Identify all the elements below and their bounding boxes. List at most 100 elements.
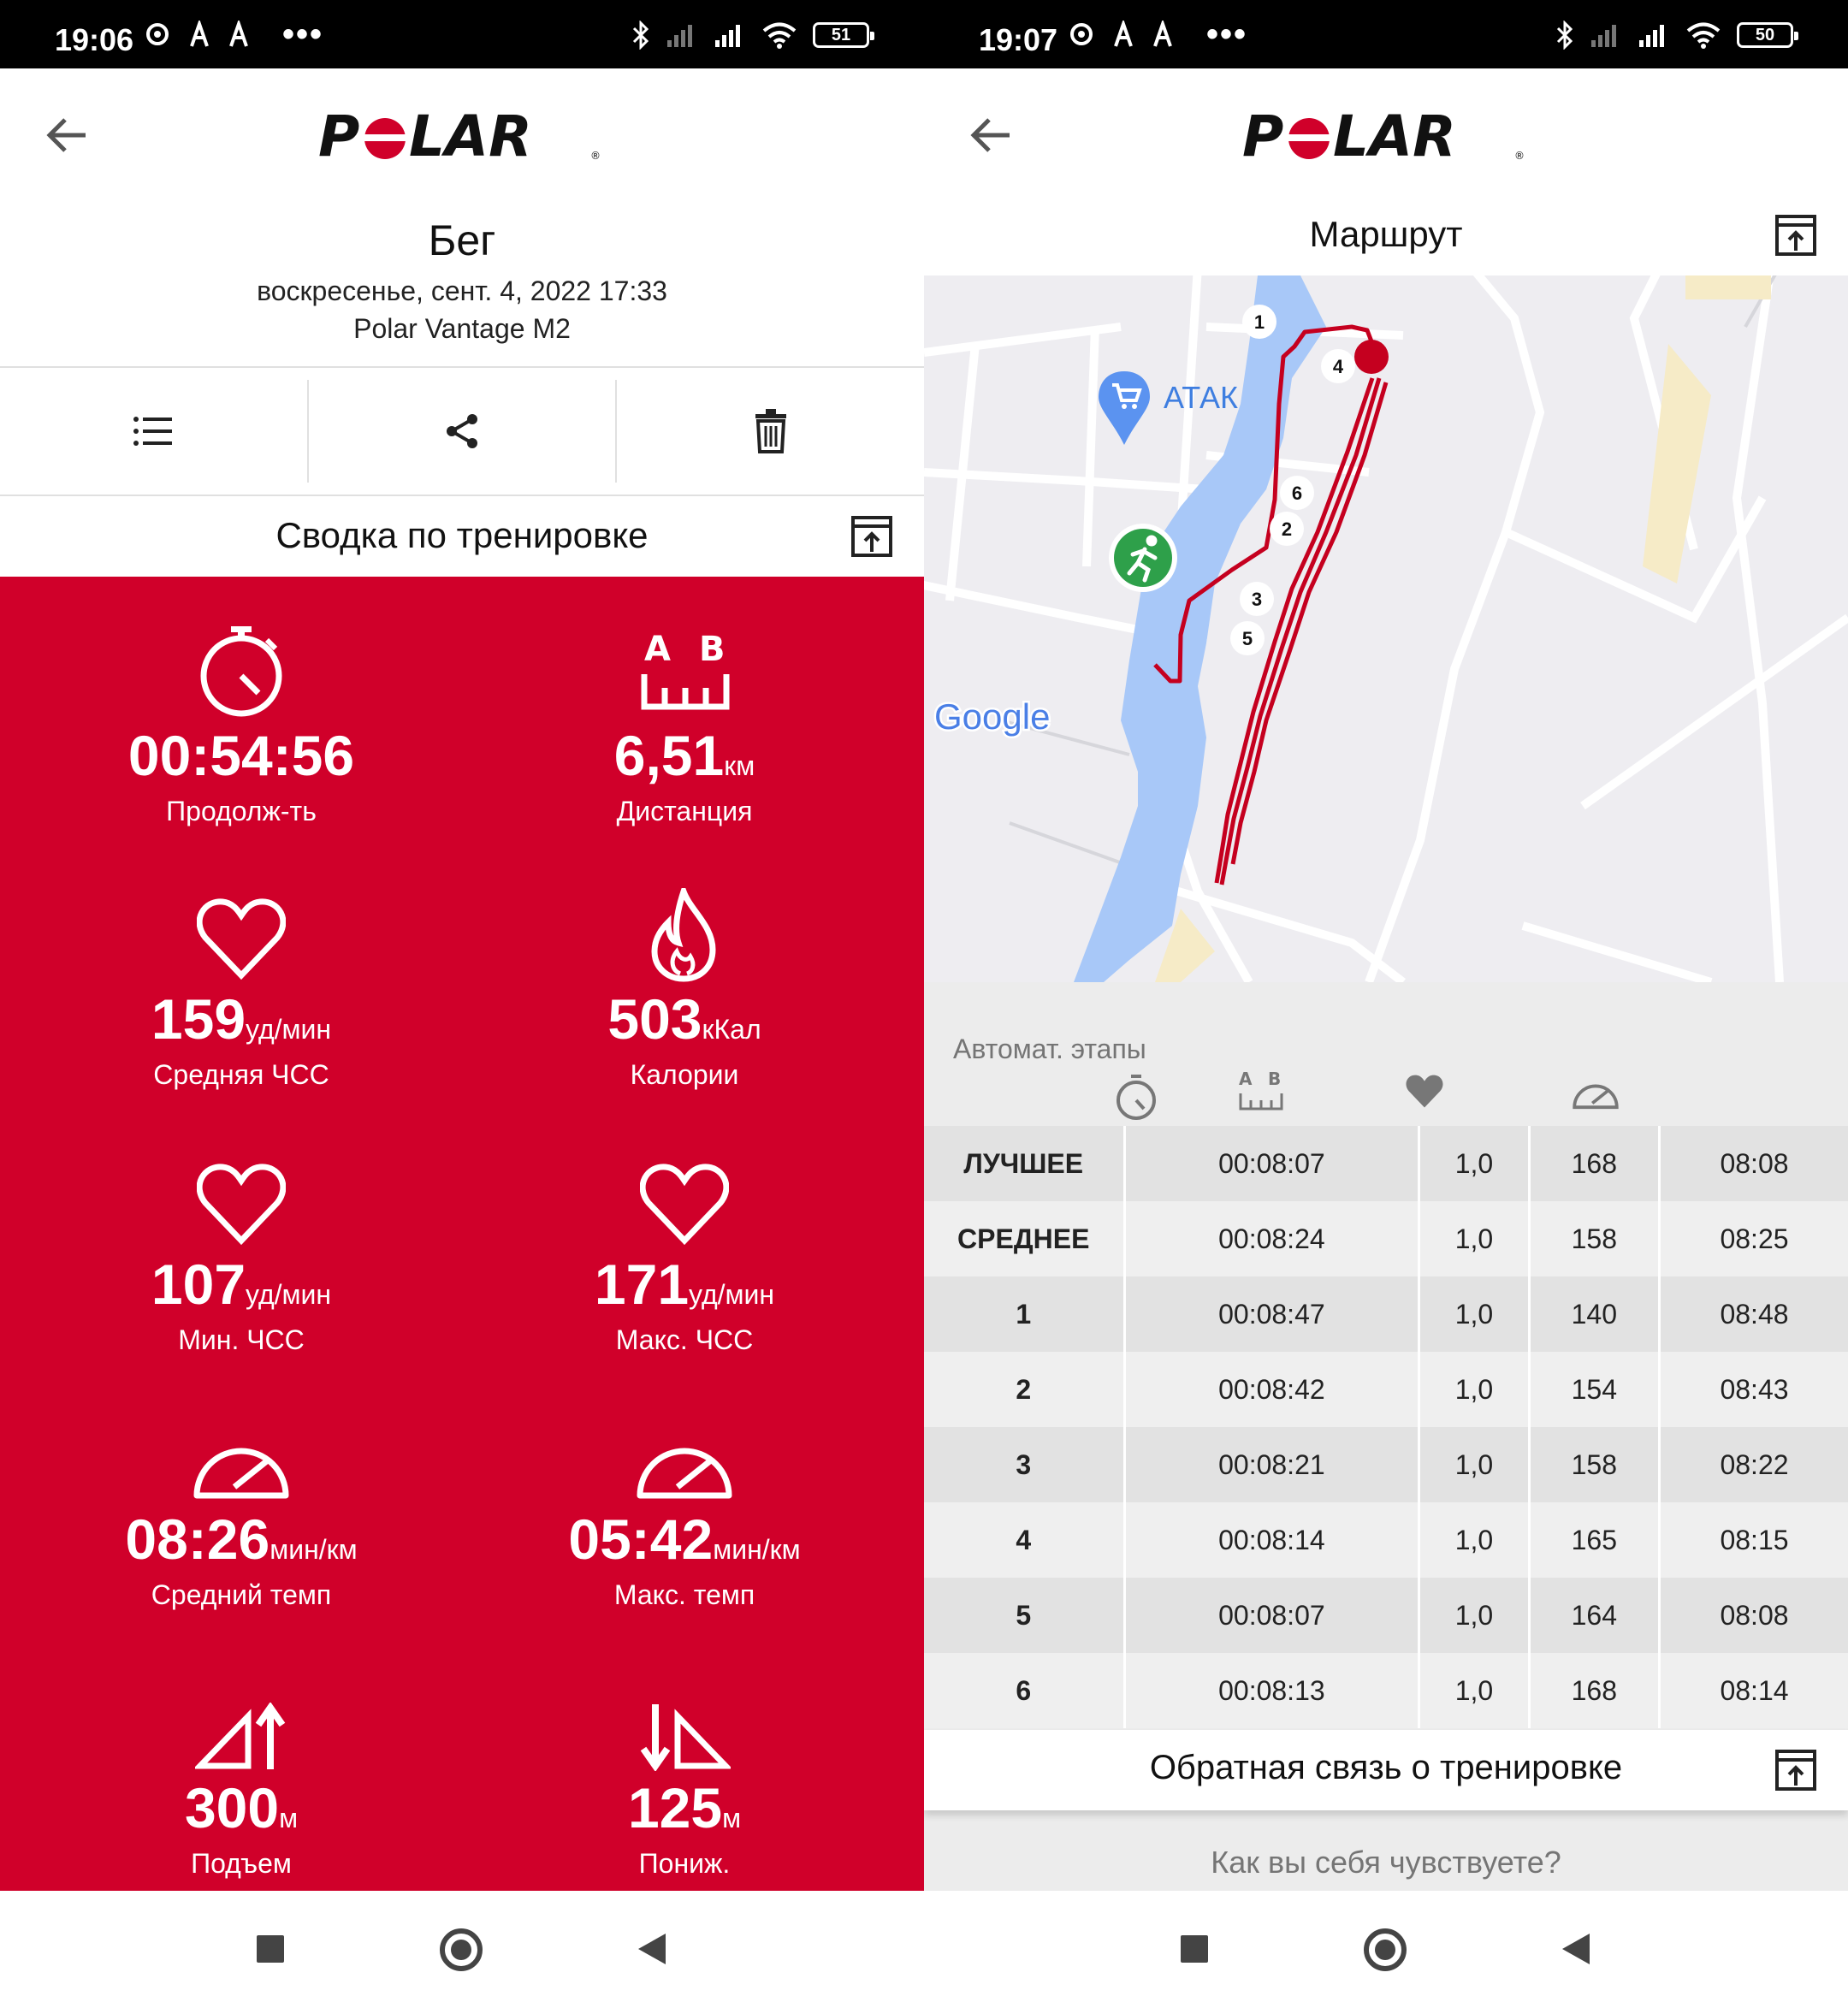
route-map[interactable]: АТАК 1 4 6 2 3 5 Google bbox=[924, 275, 1848, 982]
system-nav-bar bbox=[924, 1891, 1848, 2002]
home-button[interactable] bbox=[440, 1928, 483, 1971]
summary-header: Сводка по тренировке bbox=[0, 498, 924, 577]
svg-text:®: ® bbox=[1514, 150, 1525, 162]
system-back-button[interactable] bbox=[1562, 1934, 1590, 1964]
lap-pace: 08:25 bbox=[1659, 1201, 1848, 1276]
share-icon bbox=[447, 414, 477, 448]
max-hr-unit: уд/мин bbox=[689, 1279, 775, 1310]
recents-button[interactable] bbox=[257, 1935, 284, 1963]
activity-device: Polar Vantage M2 bbox=[353, 313, 571, 344]
back-arrow-icon[interactable] bbox=[967, 111, 1015, 159]
lap-duration: 00:08:47 bbox=[1124, 1276, 1421, 1352]
laps-title: Автомат. этапы bbox=[953, 1034, 1146, 1064]
lap-distance: 1,0 bbox=[1419, 1126, 1531, 1201]
lap-label: 4 bbox=[924, 1502, 1126, 1578]
metric-avg-pace: 08:26мин/км Средний темп bbox=[10, 1430, 472, 1611]
table-row: 1 00:08:47 1,0 140 08:48 bbox=[924, 1276, 1848, 1352]
svg-text:5: 5 bbox=[1242, 628, 1253, 649]
speedometer-icon bbox=[637, 1448, 732, 1499]
sync-icon bbox=[146, 23, 169, 45]
lap-duration: 00:08:42 bbox=[1124, 1352, 1421, 1427]
metric-descent: 125м Пониж. bbox=[453, 1703, 915, 1880]
laps-header-icons: A B bbox=[924, 1061, 1848, 1126]
status-bar: 19:07 ••• 50 bbox=[924, 0, 1848, 68]
home-button[interactable] bbox=[1364, 1928, 1407, 1971]
avg-hr-unit: уд/мин bbox=[246, 1014, 332, 1045]
lap-pace: 08:08 bbox=[1659, 1578, 1848, 1653]
shop-pin-icon bbox=[1099, 371, 1150, 445]
heart-icon bbox=[1406, 1075, 1443, 1108]
lap-pace: 08:48 bbox=[1659, 1276, 1848, 1352]
polar-flow-icon bbox=[229, 21, 248, 47]
avg-pace-value: 08:26 bbox=[125, 1507, 270, 1571]
metric-calories: 503кКал Калории bbox=[453, 888, 915, 1091]
bluetooth-icon bbox=[1556, 21, 1573, 50]
details-list-button[interactable] bbox=[0, 368, 307, 495]
table-row: 4 00:08:14 1,0 165 08:15 bbox=[924, 1502, 1848, 1578]
lap-distance: 1,0 bbox=[1419, 1352, 1531, 1427]
lap-distance: 1,0 bbox=[1419, 1502, 1531, 1578]
back-arrow-icon[interactable] bbox=[43, 111, 91, 159]
descent-icon bbox=[640, 1704, 731, 1771]
distance-value: 6,51 bbox=[613, 724, 725, 787]
lap-duration: 00:08:24 bbox=[1124, 1201, 1421, 1276]
lap-duration: 00:08:13 bbox=[1124, 1653, 1421, 1728]
flame-icon bbox=[651, 888, 716, 982]
system-icons: 50 bbox=[1555, 21, 1798, 50]
runner-icon bbox=[1127, 535, 1158, 583]
min-hr-unit: уд/мин bbox=[246, 1279, 332, 1310]
svg-text:2: 2 bbox=[1282, 518, 1292, 540]
lap-hr: 164 bbox=[1529, 1578, 1661, 1653]
svg-text:4: 4 bbox=[1333, 356, 1344, 377]
polar-logo: P LAR ® bbox=[318, 106, 601, 168]
status-time: 19:06 bbox=[55, 22, 134, 57]
polar-logo: P LAR ® bbox=[1242, 106, 1525, 168]
descent-value: 125 bbox=[627, 1776, 723, 1839]
logo-p: P bbox=[318, 106, 359, 168]
svg-text:A: A bbox=[1239, 1069, 1253, 1089]
share-button[interactable] bbox=[306, 380, 616, 483]
table-row: 2 00:08:42 1,0 154 08:43 bbox=[924, 1352, 1848, 1427]
battery-indicator: 51 bbox=[813, 22, 874, 48]
more-notifications-icon: ••• bbox=[1206, 15, 1248, 53]
lap-hr: 168 bbox=[1529, 1126, 1661, 1201]
stopwatch-icon bbox=[200, 626, 282, 717]
system-back-button[interactable] bbox=[638, 1934, 666, 1964]
table-row: 5 00:08:07 1,0 164 08:08 bbox=[924, 1578, 1848, 1653]
app-bar: P LAR ® bbox=[0, 68, 924, 197]
polar-flow-icon bbox=[1114, 21, 1133, 47]
distance-icon: A B bbox=[1239, 1069, 1283, 1111]
table-row: ЛУЧШЕЕ 00:08:07 1,0 168 08:08 bbox=[924, 1126, 1848, 1201]
table-row: 6 00:08:13 1,0 168 08:14 bbox=[924, 1653, 1848, 1728]
status-bar: 19:06 ••• 51 bbox=[0, 0, 924, 68]
google-logo: Google bbox=[934, 696, 1050, 737]
calories-value: 503 bbox=[607, 987, 702, 1051]
heart-icon bbox=[197, 1164, 286, 1246]
logo-p: P bbox=[1242, 106, 1283, 168]
expand-icon[interactable] bbox=[1774, 1749, 1817, 1792]
calories-unit: кКал bbox=[702, 1014, 761, 1045]
expand-icon[interactable] bbox=[1774, 214, 1817, 257]
recents-button[interactable] bbox=[1181, 1935, 1208, 1963]
expand-icon[interactable] bbox=[850, 515, 893, 558]
signal-icon bbox=[667, 25, 692, 47]
metric-max-pace: 05:42мин/км Макс. темп bbox=[453, 1430, 915, 1611]
activity-datetime: воскресенье, сент. 4, 2022 17:33 bbox=[257, 275, 667, 306]
app-bar: P LAR ® bbox=[924, 68, 1848, 197]
avg-hr-value: 159 bbox=[151, 987, 246, 1051]
avg-hr-label: Средняя ЧСС bbox=[153, 1059, 329, 1090]
max-hr-label: Макс. ЧСС bbox=[615, 1324, 754, 1355]
route-end-marker bbox=[1354, 340, 1389, 374]
lap-marker-3: 3 bbox=[1240, 582, 1274, 616]
lap-distance: 1,0 bbox=[1419, 1427, 1531, 1502]
lap-hr: 158 bbox=[1529, 1201, 1661, 1276]
lap-marker-2: 2 bbox=[1270, 512, 1304, 546]
training-summary-screen: 19:06 ••• 51 P LAR ® Бег воскресенье, се… bbox=[0, 0, 924, 2002]
table-row: 3 00:08:21 1,0 158 08:22 bbox=[924, 1427, 1848, 1502]
lap-hr: 140 bbox=[1529, 1276, 1661, 1352]
lap-duration: 00:08:07 bbox=[1124, 1126, 1421, 1201]
distance-icon: A B bbox=[641, 630, 730, 710]
lap-label: 3 bbox=[924, 1427, 1126, 1502]
laps-table: ЛУЧШЕЕ 00:08:07 1,0 168 08:08 СРЕДНЕЕ 00:08:2… bbox=[924, 1126, 1848, 1728]
delete-button[interactable] bbox=[615, 380, 924, 483]
